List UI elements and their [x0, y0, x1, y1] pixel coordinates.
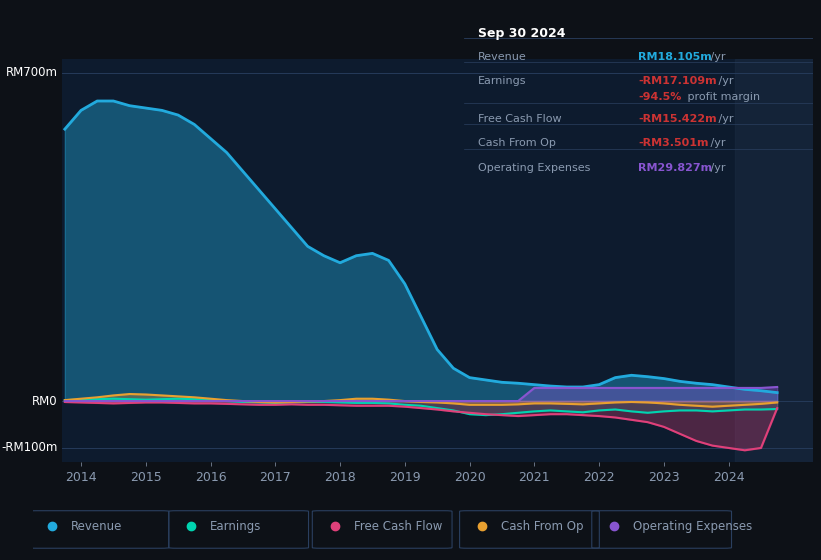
- Text: /yr: /yr: [708, 52, 726, 62]
- Text: /yr: /yr: [708, 163, 726, 173]
- Text: Revenue: Revenue: [478, 52, 526, 62]
- Text: /yr: /yr: [708, 138, 726, 148]
- Text: Free Cash Flow: Free Cash Flow: [354, 520, 443, 533]
- Text: Earnings: Earnings: [210, 520, 262, 533]
- Text: -RM17.109m: -RM17.109m: [639, 77, 717, 86]
- Text: Operating Expenses: Operating Expenses: [633, 520, 753, 533]
- Text: RM29.827m: RM29.827m: [639, 163, 713, 173]
- Text: RM18.105m: RM18.105m: [639, 52, 712, 62]
- Text: -RM3.501m: -RM3.501m: [639, 138, 709, 148]
- Text: Cash From Op: Cash From Op: [478, 138, 556, 148]
- Text: -RM100m: -RM100m: [2, 441, 57, 454]
- Text: Sep 30 2024: Sep 30 2024: [478, 27, 566, 40]
- Text: Revenue: Revenue: [71, 520, 122, 533]
- Text: -94.5%: -94.5%: [639, 92, 681, 102]
- Text: -RM15.422m: -RM15.422m: [639, 114, 717, 124]
- Text: RM0: RM0: [32, 395, 57, 408]
- Text: /yr: /yr: [715, 114, 734, 124]
- Text: /yr: /yr: [715, 77, 734, 86]
- Text: RM700m: RM700m: [6, 67, 57, 80]
- Text: Earnings: Earnings: [478, 77, 526, 86]
- Text: Cash From Op: Cash From Op: [501, 520, 584, 533]
- Text: Operating Expenses: Operating Expenses: [478, 163, 590, 173]
- Text: Free Cash Flow: Free Cash Flow: [478, 114, 562, 124]
- Text: profit margin: profit margin: [685, 92, 760, 102]
- Bar: [735, 59, 821, 462]
